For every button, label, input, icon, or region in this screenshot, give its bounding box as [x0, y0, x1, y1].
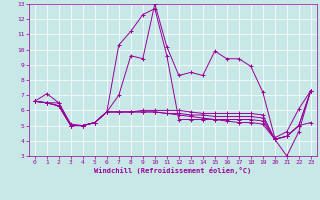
X-axis label: Windchill (Refroidissement éolien,°C): Windchill (Refroidissement éolien,°C) — [94, 167, 252, 174]
